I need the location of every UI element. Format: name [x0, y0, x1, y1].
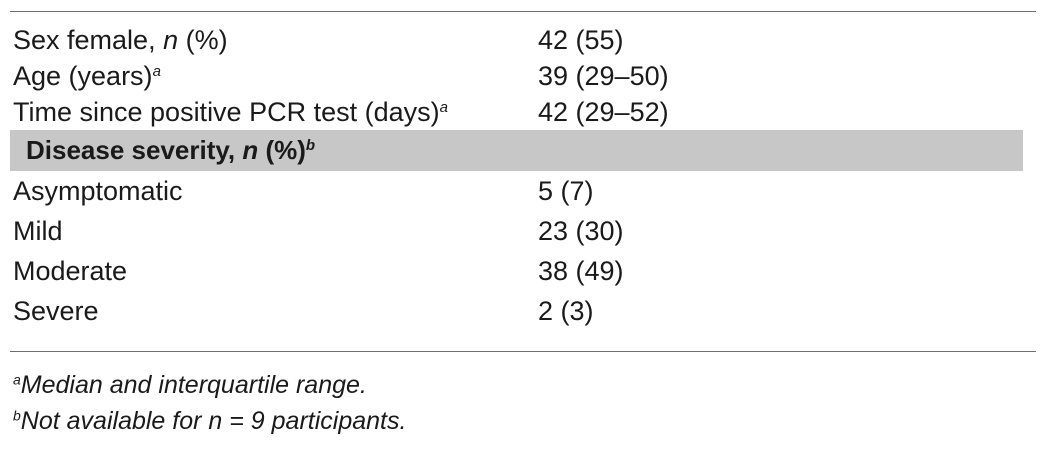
footnote-text: Not available for n = 9 participants. — [20, 407, 407, 435]
row-label: Asymptomatic — [13, 176, 183, 206]
row-label: Mild — [13, 216, 63, 246]
top-rule — [10, 11, 1036, 12]
table-row-severe: Severe 2 (3) — [10, 291, 1036, 331]
footnote-a: aMedian and interquartile range. — [13, 367, 406, 403]
row-value: 2 (3) — [538, 296, 594, 326]
table-footnotes: aMedian and interquartile range. bNot av… — [13, 367, 406, 439]
table-row-mild: Mild 23 (30) — [10, 211, 1036, 251]
section-header-label: Disease severity, n (%)b — [26, 135, 316, 165]
severity-rows: Asymptomatic 5 (7) Mild 23 (30) Moderate… — [10, 171, 1036, 331]
row-label: Severe — [13, 296, 99, 326]
footnote-marker: a — [439, 99, 448, 116]
row-value: 5 (7) — [538, 176, 594, 206]
section-header-disease-severity: Disease severity, n (%)b — [10, 130, 1023, 171]
row-label: Moderate — [13, 256, 128, 286]
row-value: 23 (30) — [538, 216, 624, 246]
footnote-text: Median and interquartile range. — [20, 371, 367, 399]
table-row-sex: Sex female, n (%) 42 (55) — [10, 22, 1036, 58]
footnote-marker: a — [13, 371, 21, 388]
row-label: Sex female, n (%) — [13, 25, 228, 55]
footnote-marker: a — [152, 63, 161, 80]
table-row-time-since-pcr: Time since positive PCR test (days)a 42 … — [10, 94, 1036, 130]
row-value: 42 (29–52) — [538, 97, 669, 127]
bottom-rule — [10, 351, 1036, 352]
row-value: 38 (49) — [538, 256, 624, 286]
demographics-table: Sex female, n (%) 42 (55) Age (years)a 3… — [10, 22, 1036, 331]
table-row-age: Age (years)a 39 (29–50) — [10, 58, 1036, 94]
row-value: 39 (29–50) — [538, 61, 669, 91]
footnote-b: bNot available for n = 9 participants. — [13, 403, 406, 439]
footnote-marker: b — [13, 407, 21, 424]
table-row-moderate: Moderate 38 (49) — [10, 251, 1036, 291]
row-label: Age (years)a — [13, 61, 161, 91]
table-row-asymptomatic: Asymptomatic 5 (7) — [10, 171, 1036, 211]
row-label: Time since positive PCR test (days)a — [13, 97, 448, 127]
row-value: 42 (55) — [538, 25, 624, 55]
footnote-marker: b — [305, 137, 316, 154]
